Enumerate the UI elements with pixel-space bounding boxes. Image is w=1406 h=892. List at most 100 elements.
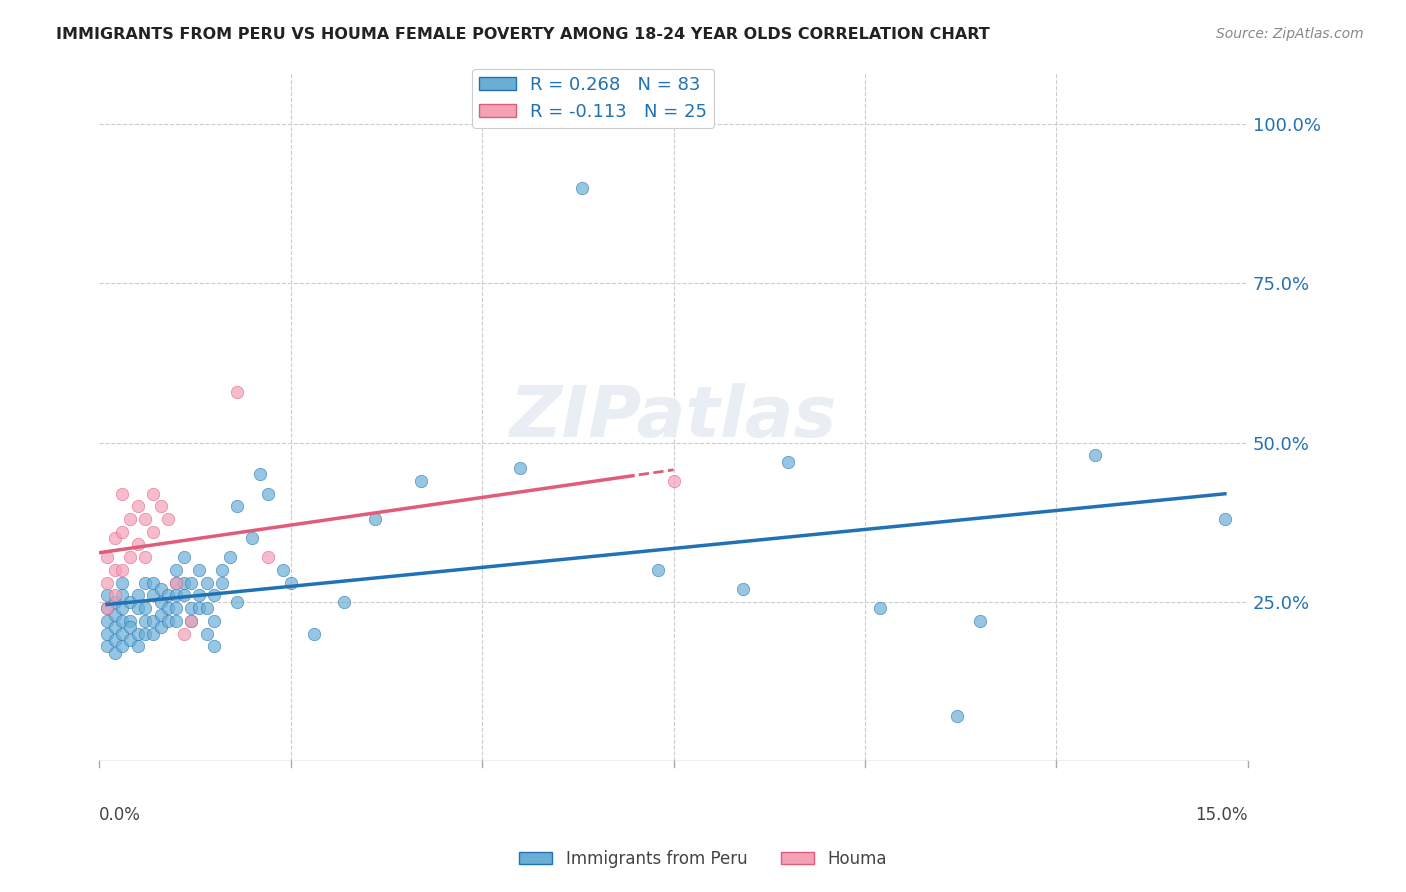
Immigrants from Peru xyxy=(111,575,134,590)
Immigrants from Peru xyxy=(302,626,325,640)
Immigrants from Peru xyxy=(104,632,127,647)
Houma xyxy=(127,500,149,514)
Houma xyxy=(96,575,118,590)
Immigrants from Peru xyxy=(180,601,202,615)
Houma xyxy=(96,601,118,615)
Houma xyxy=(142,524,165,539)
Immigrants from Peru xyxy=(226,595,249,609)
Immigrants from Peru xyxy=(256,486,278,500)
Immigrants from Peru xyxy=(118,632,141,647)
Immigrants from Peru xyxy=(1213,512,1236,526)
Immigrants from Peru xyxy=(211,575,233,590)
Houma xyxy=(149,500,172,514)
Immigrants from Peru xyxy=(142,614,165,628)
Immigrants from Peru xyxy=(104,646,127,660)
Immigrants from Peru xyxy=(149,582,172,596)
Immigrants from Peru xyxy=(969,614,991,628)
Immigrants from Peru xyxy=(165,614,187,628)
Immigrants from Peru xyxy=(165,563,187,577)
Immigrants from Peru xyxy=(149,607,172,622)
Immigrants from Peru xyxy=(778,455,800,469)
Immigrants from Peru xyxy=(157,601,180,615)
Text: Source: ZipAtlas.com: Source: ZipAtlas.com xyxy=(1216,27,1364,41)
Immigrants from Peru xyxy=(118,595,141,609)
Houma xyxy=(134,512,156,526)
Immigrants from Peru xyxy=(242,531,264,545)
Immigrants from Peru xyxy=(946,709,969,723)
Houma xyxy=(127,537,149,551)
Immigrants from Peru xyxy=(731,582,754,596)
Houma xyxy=(104,531,127,545)
Houma xyxy=(157,512,180,526)
Houma xyxy=(165,575,187,590)
Text: ZIPatlas: ZIPatlas xyxy=(510,383,838,451)
Immigrants from Peru xyxy=(165,575,187,590)
Houma xyxy=(180,614,202,628)
Immigrants from Peru xyxy=(211,563,233,577)
Immigrants from Peru xyxy=(142,588,165,602)
Immigrants from Peru xyxy=(364,512,387,526)
Text: 0.0%: 0.0% xyxy=(100,805,141,823)
Immigrants from Peru xyxy=(96,626,118,640)
Immigrants from Peru xyxy=(202,614,225,628)
Houma xyxy=(256,550,278,565)
Houma xyxy=(111,486,134,500)
Houma xyxy=(173,626,195,640)
Immigrants from Peru xyxy=(127,601,149,615)
Text: 15.0%: 15.0% xyxy=(1195,805,1249,823)
Immigrants from Peru xyxy=(202,588,225,602)
Immigrants from Peru xyxy=(96,588,118,602)
Immigrants from Peru xyxy=(195,575,218,590)
Immigrants from Peru xyxy=(134,601,156,615)
Immigrants from Peru xyxy=(218,550,240,565)
Immigrants from Peru xyxy=(187,588,209,602)
Immigrants from Peru xyxy=(271,563,294,577)
Immigrants from Peru xyxy=(104,595,127,609)
Houma xyxy=(111,524,134,539)
Immigrants from Peru xyxy=(118,620,141,634)
Immigrants from Peru xyxy=(202,640,225,654)
Immigrants from Peru xyxy=(869,601,891,615)
Immigrants from Peru xyxy=(127,640,149,654)
Immigrants from Peru xyxy=(118,614,141,628)
Immigrants from Peru xyxy=(509,461,531,475)
Immigrants from Peru xyxy=(149,595,172,609)
Immigrants from Peru xyxy=(157,588,180,602)
Immigrants from Peru xyxy=(96,640,118,654)
Immigrants from Peru xyxy=(96,614,118,628)
Immigrants from Peru xyxy=(111,601,134,615)
Immigrants from Peru xyxy=(249,467,271,482)
Houma xyxy=(142,486,165,500)
Immigrants from Peru xyxy=(1084,448,1107,462)
Immigrants from Peru xyxy=(409,474,432,488)
Immigrants from Peru xyxy=(571,181,593,195)
Immigrants from Peru xyxy=(195,601,218,615)
Houma xyxy=(662,474,685,488)
Immigrants from Peru xyxy=(149,620,172,634)
Legend: Immigrants from Peru, Houma: Immigrants from Peru, Houma xyxy=(512,844,894,875)
Houma xyxy=(118,512,141,526)
Immigrants from Peru xyxy=(134,614,156,628)
Houma xyxy=(118,550,141,565)
Immigrants from Peru xyxy=(280,575,302,590)
Immigrants from Peru xyxy=(157,614,180,628)
Immigrants from Peru xyxy=(111,626,134,640)
Text: IMMIGRANTS FROM PERU VS HOUMA FEMALE POVERTY AMONG 18-24 YEAR OLDS CORRELATION C: IMMIGRANTS FROM PERU VS HOUMA FEMALE POV… xyxy=(56,27,990,42)
Houma xyxy=(104,563,127,577)
Immigrants from Peru xyxy=(187,563,209,577)
Immigrants from Peru xyxy=(187,601,209,615)
Houma xyxy=(104,588,127,602)
Immigrants from Peru xyxy=(180,575,202,590)
Immigrants from Peru xyxy=(333,595,356,609)
Immigrants from Peru xyxy=(96,601,118,615)
Houma xyxy=(226,384,249,399)
Houma xyxy=(134,550,156,565)
Immigrants from Peru xyxy=(226,500,249,514)
Houma xyxy=(111,563,134,577)
Immigrants from Peru xyxy=(134,575,156,590)
Immigrants from Peru xyxy=(111,588,134,602)
Immigrants from Peru xyxy=(111,614,134,628)
Houma xyxy=(96,550,118,565)
Immigrants from Peru xyxy=(647,563,669,577)
Immigrants from Peru xyxy=(165,588,187,602)
